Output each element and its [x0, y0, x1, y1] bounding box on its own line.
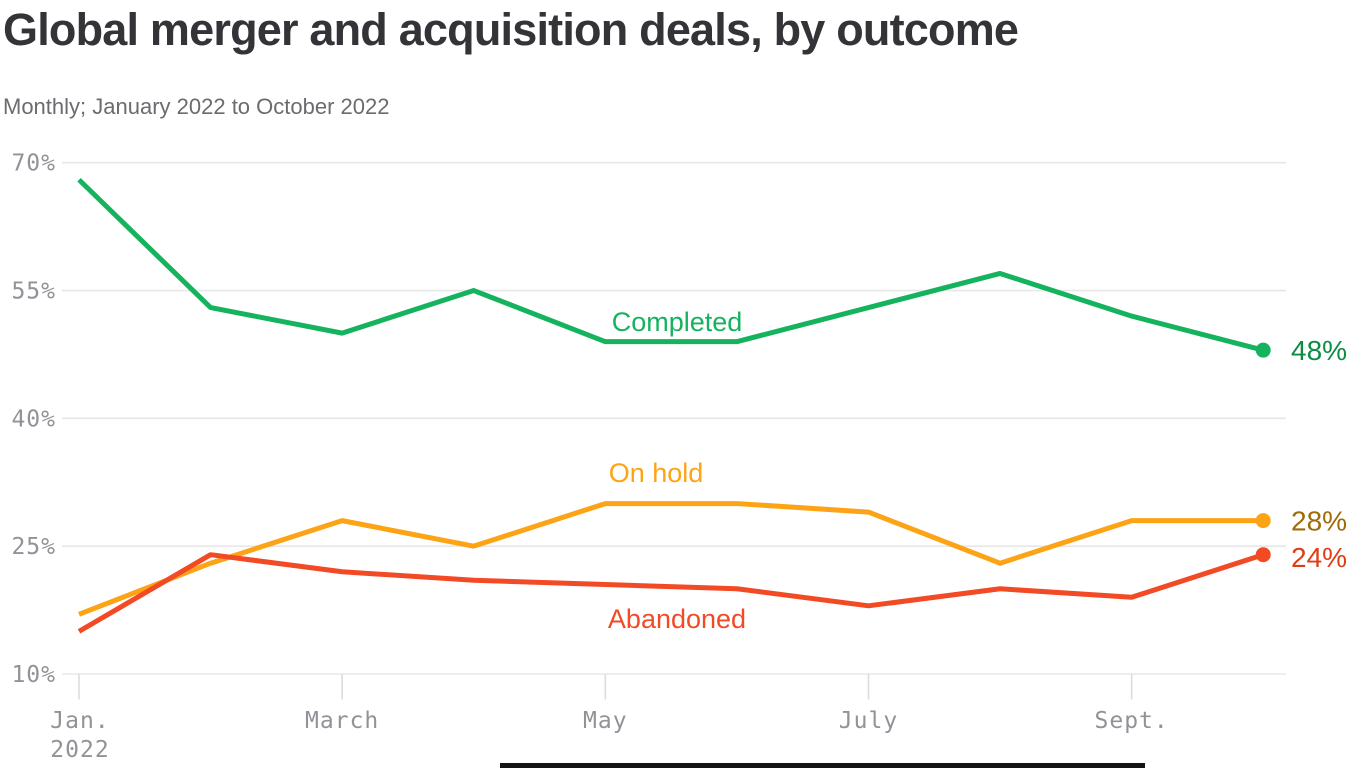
endpoint-dot-on-hold	[1255, 513, 1271, 529]
series-label-completed: Completed	[612, 307, 743, 337]
series-label-on-hold: On hold	[609, 458, 704, 488]
chart-title: Global merger and acquisition deals, by …	[3, 4, 1019, 55]
x-axis-label: July	[839, 708, 898, 734]
y-axis-label: 10%	[11, 662, 56, 688]
y-axis-label: 55%	[11, 279, 56, 305]
series-line-abandoned	[77, 552, 1264, 634]
y-axis-label: 25%	[11, 534, 56, 560]
x-axis-label: Jan.	[50, 708, 109, 734]
x-axis-label: May	[583, 708, 628, 734]
end-value-label-on-hold: 28%	[1291, 506, 1347, 537]
endpoint-dot-abandoned	[1255, 547, 1271, 563]
bottom-bar	[500, 763, 1145, 768]
series-label-abandoned: Abandoned	[608, 604, 746, 634]
y-axis-label: 70%	[11, 151, 56, 177]
end-value-label-abandoned: 24%	[1291, 542, 1347, 573]
series-line-on-hold	[78, 501, 1264, 617]
chart-subtitle: Monthly; January 2022 to October 2022	[3, 94, 390, 119]
series-line-completed	[77, 177, 1264, 353]
endpoint-dot-completed	[1255, 342, 1271, 358]
y-axis-label: 40%	[11, 406, 56, 432]
x-axis-label: 2022	[50, 737, 109, 763]
x-axis-label: Sept.	[1095, 708, 1169, 734]
x-axis-label: March	[305, 708, 379, 734]
end-value-label-completed: 48%	[1291, 335, 1347, 366]
